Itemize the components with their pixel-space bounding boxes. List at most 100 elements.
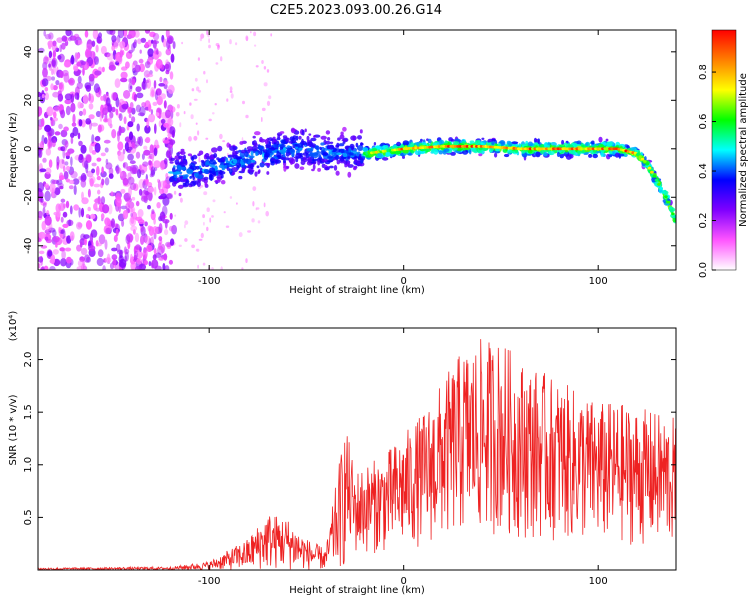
spectrogram-noise-mark <box>139 49 142 54</box>
spectrogram-band-mark <box>312 164 316 170</box>
spectrogram-noise-mark <box>96 36 103 44</box>
spectrogram-noise-mark <box>115 167 122 174</box>
spectrogram-noise-mark <box>95 242 102 247</box>
spectrogram-noise-mark <box>49 116 53 121</box>
spectrogram-band-mark <box>548 150 555 156</box>
spectrogram-band-mark <box>253 142 258 147</box>
spectrogram-noise-mark <box>109 111 114 119</box>
spectrogram-noise-mark <box>168 139 176 146</box>
spectrogram-noise-mark <box>104 257 112 263</box>
spectrogram-band-mark <box>427 138 432 144</box>
spectrogram-band-mark <box>329 141 334 144</box>
spectrogram-noise-mark <box>58 123 63 130</box>
spectrogram-noise-mark <box>106 52 114 61</box>
spectrogram-noise-mark <box>51 57 58 68</box>
spectrogram-noise-mark <box>245 114 249 119</box>
spectrogram-noise-mark <box>111 129 117 139</box>
spectrogram-band-mark <box>328 165 334 169</box>
spectrogram-noise-mark <box>97 189 101 195</box>
spectrogram-band-mark <box>172 171 179 175</box>
spectrogram-band-mark <box>463 147 471 150</box>
spectrogram-noise-mark <box>68 219 72 227</box>
spectrogram-noise-mark <box>70 156 73 167</box>
spectrogram-noise-mark <box>138 58 144 64</box>
spectrogram-band-mark <box>255 151 259 157</box>
spectrogram-noise-mark <box>98 234 106 245</box>
spectrogram-band-mark <box>174 159 180 165</box>
spectrogram-noise-mark <box>203 221 205 226</box>
spectrogram-band-mark <box>576 140 582 146</box>
snr-x-tick-label: 100 <box>589 576 608 587</box>
spectrogram-band-mark <box>533 137 537 143</box>
spectrogram-noise-mark <box>118 113 123 122</box>
spectrogram-noise-mark <box>88 114 95 120</box>
spectrogram-x-tick-label: 100 <box>589 276 608 287</box>
spectrogram-noise-mark <box>127 146 133 151</box>
spectrogram-noise-mark <box>263 82 268 87</box>
spectrogram-band-mark <box>176 152 180 156</box>
spectrogram-ridge-mark <box>657 183 661 186</box>
spectrogram-band-mark <box>335 170 340 176</box>
spectrogram-band-mark <box>298 135 302 140</box>
spectrogram-noise-mark <box>158 236 163 242</box>
spectrogram-noise-mark <box>47 250 53 257</box>
spectrogram-band-mark <box>249 155 255 158</box>
spectrogram-noise-mark <box>70 56 75 65</box>
spectrogram-band-mark <box>333 165 338 171</box>
spectrogram-noise-mark <box>94 197 102 205</box>
spectrogram-noise-mark <box>255 207 258 211</box>
spectrogram-noise-mark <box>107 117 112 127</box>
spectrogram-band-mark <box>353 166 357 171</box>
spectrogram-noise-mark <box>43 56 49 65</box>
spectrogram-band-mark <box>452 141 460 145</box>
spectrogram-noise-mark <box>42 67 48 78</box>
spectrogram-noise-mark <box>135 244 141 250</box>
spectrogram-noise-mark <box>127 121 134 128</box>
spectrogram-noise-mark <box>190 114 194 120</box>
spectrogram-noise-mark <box>128 82 133 93</box>
spectrogram-noise-mark <box>175 112 180 117</box>
spectrogram-band-mark <box>178 192 182 197</box>
spectrogram-noise-mark <box>115 97 120 108</box>
spectrogram-noise-mark <box>208 44 211 49</box>
spectrogram-noise-mark <box>59 175 65 181</box>
spectrogram-band-mark <box>591 140 595 145</box>
spectrogram-band-mark <box>276 150 280 154</box>
spectrogram-band-mark <box>331 152 338 157</box>
spectrogram-noise-mark <box>152 226 159 235</box>
spectrogram-noise-mark <box>168 37 173 45</box>
spectrogram-noise-mark <box>102 107 108 116</box>
spectrogram-noise-mark <box>44 92 49 101</box>
spectrogram-noise-mark <box>140 226 146 237</box>
spectrogram-band-mark <box>272 136 276 140</box>
spectrogram-band-mark <box>270 160 276 166</box>
spectrogram-band-mark <box>281 139 286 145</box>
spectrogram-noise-mark <box>165 172 169 180</box>
spectrogram-noise-mark <box>158 195 164 200</box>
spectrogram-noise-mark <box>77 259 84 267</box>
spectrogram-noise-mark <box>144 125 151 134</box>
spectrogram-band-mark <box>198 171 202 175</box>
spectrogram-noise-mark <box>91 122 98 127</box>
spectrogram-band-mark <box>231 167 239 173</box>
spectrogram-noise-mark <box>126 233 134 243</box>
spectrogram-noise-mark <box>57 93 64 102</box>
spectrogram-panel: -100 0 100 -40 -20 0 20 40 Height of straight l… <box>8 29 677 296</box>
spectrogram-noise-mark <box>118 125 122 136</box>
spectrogram-band-mark <box>195 165 200 170</box>
colorbar-axes: 0.0 0.2 0.4 0.6 0.8 <box>698 64 716 278</box>
spectrogram-band-mark <box>385 151 391 157</box>
spectrogram-noise-mark <box>84 30 89 38</box>
spectrogram-noise-mark <box>55 80 60 86</box>
spectrogram-band-mark <box>337 137 341 141</box>
spectrogram-noise-mark <box>44 33 52 40</box>
spectrogram-band-mark <box>168 171 174 174</box>
spectrogram-noise-mark <box>51 44 58 52</box>
spectrogram-noise-mark <box>41 78 49 87</box>
spectrogram-band-mark <box>194 172 199 177</box>
spectrogram-noise-mark <box>97 124 102 133</box>
spectrogram-noise-mark <box>78 110 83 117</box>
spectrogram-noise-mark <box>63 171 69 180</box>
spectrogram-noise-mark <box>129 164 137 175</box>
spectrogram-band-mark <box>336 152 343 156</box>
